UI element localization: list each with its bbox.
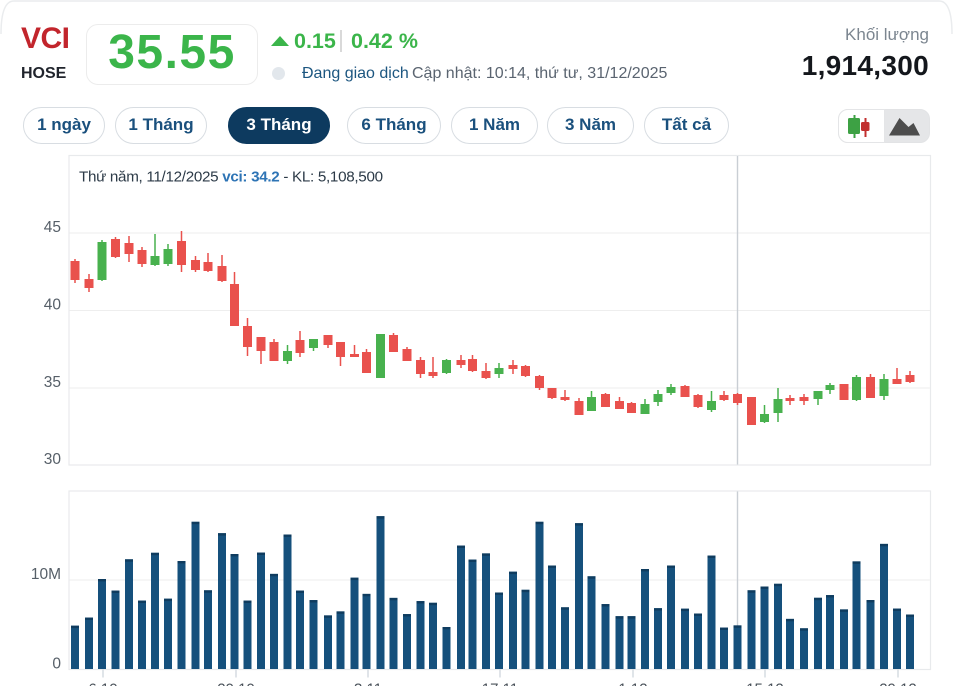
svg-text:6.10: 6.10 [88,681,117,686]
svg-text:3.11: 3.11 [354,681,382,686]
svg-text:17.11: 17.11 [482,681,518,686]
svg-text:20.10: 20.10 [217,681,255,686]
svg-text:45: 45 [44,219,61,236]
svg-text:1.12: 1.12 [618,681,647,686]
svg-text:Thứ năm, 11/12/2025 vci: 34.2: Thứ năm, 11/12/2025 vci: 34.2 - KL: 5,10… [79,169,383,186]
svg-text:15.12: 15.12 [746,681,784,686]
svg-text:30: 30 [44,451,62,468]
svg-text:29.12: 29.12 [879,681,917,686]
svg-text:35: 35 [44,374,61,391]
svg-text:0: 0 [52,656,61,673]
svg-text:10M: 10M [31,566,61,583]
svg-text:40: 40 [44,297,62,314]
